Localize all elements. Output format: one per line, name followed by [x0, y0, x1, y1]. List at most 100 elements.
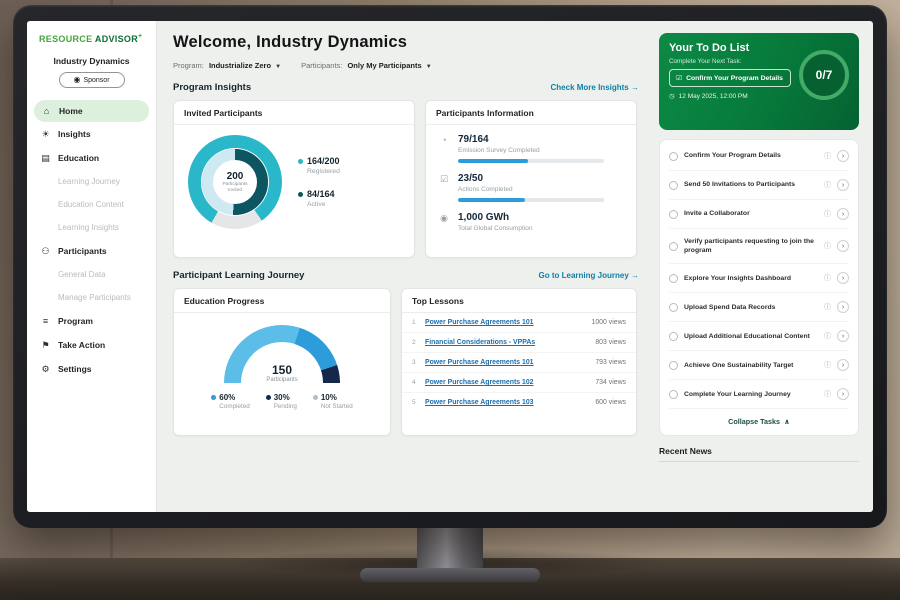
task-checkbox[interactable] [669, 151, 678, 161]
sidebar-item-learning-insights[interactable]: Learning Insights [27, 216, 156, 239]
chevron-right-icon[interactable]: › [837, 240, 849, 253]
task-row[interactable]: Invite a Collaborator ⓘ › [669, 200, 849, 229]
sidebar-item-label: Education [58, 153, 100, 163]
chevron-up-icon: ∧ [783, 417, 790, 427]
sidebar-item-program[interactable]: ≡ Program [27, 309, 156, 333]
task-row[interactable]: Achieve One Sustainability Target ⓘ › [669, 351, 849, 381]
sidebar-item-home[interactable]: ⌂ Home [34, 100, 149, 122]
lesson-views: 793 views [595, 359, 626, 366]
task-row[interactable]: Complete Your Learning Journey ⓘ › [669, 380, 849, 410]
info-icon[interactable]: ⓘ [824, 153, 831, 160]
task-checkbox[interactable] [669, 273, 678, 283]
chevron-right-icon[interactable]: › [837, 330, 849, 343]
info-icon[interactable]: ⓘ [824, 391, 831, 399]
task-checkbox[interactable] [669, 389, 678, 399]
learning-journey-header: Participant Learning Journey Go to Learn… [173, 270, 639, 281]
info-icon[interactable]: ⓘ [824, 182, 831, 189]
participants-information-card: Participants Information ◔ 79/164 Emissi… [425, 100, 637, 258]
info-icon[interactable]: ⓘ [824, 211, 831, 218]
lesson-link[interactable]: Power Purchase Agreements 103 [425, 399, 534, 406]
lesson-link[interactable]: Financial Considerations - VPPAs [425, 339, 536, 346]
task-checkbox[interactable] [669, 331, 678, 341]
task-row[interactable]: Send 50 Invitations to Participants ⓘ › [669, 171, 849, 200]
info-icon[interactable]: ⓘ [824, 243, 831, 251]
task-row[interactable]: Confirm Your Program Details ⓘ › [669, 142, 849, 171]
sidebar-item-learning-journey[interactable]: Learning Journey [27, 170, 156, 193]
sponsor-label: Sponsor [83, 76, 110, 84]
link-text: Check More Insights [550, 83, 629, 92]
top-lessons-card: Top Lessons 1 Power Purchase Agreements … [401, 288, 637, 436]
filter-bar: Program: Industrialize Zero ▼ Participan… [173, 61, 639, 70]
sidebar-item-participants[interactable]: ⚇ Participants [27, 239, 156, 263]
chevron-right-icon[interactable]: › [837, 179, 849, 191]
not-started-dot [312, 395, 318, 400]
task-checkbox[interactable] [669, 302, 678, 312]
chevron-right-icon[interactable]: › [837, 301, 849, 314]
lesson-views: 734 views [595, 379, 626, 386]
pending-label: Pending [273, 403, 297, 410]
take-action-icon: ⚑ [41, 339, 50, 350]
not-started-label: Not Started [320, 403, 353, 410]
app-logo[interactable]: RESOURCE ADVISOR+ [27, 33, 156, 44]
participants-filter[interactable]: Participants: Only My Participants ▼ [301, 61, 432, 70]
sidebar-item-label: Manage Participants [58, 293, 131, 302]
chevron-right-icon[interactable]: › [837, 208, 849, 220]
program-insights-header: Program Insights Check More Insights → [173, 82, 639, 93]
task-label: Invite a Collaborator [684, 210, 750, 218]
task-row[interactable]: Explore Your Insights Dashboard ⓘ › [669, 264, 849, 294]
sidebar-item-education[interactable]: ▤ Education [27, 146, 156, 170]
todo-next-task[interactable]: ☑ Confirm Your Program Details [669, 69, 791, 87]
task-row[interactable]: Upload Spend Data Records ⓘ › [669, 293, 849, 323]
progress-fill [458, 198, 526, 202]
task-checkbox[interactable] [669, 360, 678, 370]
chevron-right-icon[interactable]: › [837, 150, 849, 162]
registered-label: Registered [307, 168, 340, 175]
progress-fill [458, 159, 529, 163]
todo-progress-value: 0/7 [815, 68, 833, 82]
lesson-views: 600 views [595, 399, 626, 406]
education-progress-card: Education Progress 150 Participants 60 [173, 288, 391, 436]
lesson-row: 3 Power Purchase Agreements 101 793 view… [402, 353, 636, 373]
todo-due: ◷ 12 May 2025, 12:00 PM [669, 92, 791, 101]
sponsor-badge[interactable]: ◉ Sponsor [58, 72, 125, 88]
sidebar-item-general-data[interactable]: General Data [27, 263, 156, 286]
chevron-right-icon[interactable]: › [837, 359, 849, 372]
todo-hero-card: Your To Do List Complete Your Next Task:… [659, 33, 859, 130]
task-row[interactable]: Verify participants requesting to join t… [669, 229, 849, 265]
sidebar-item-manage-participants[interactable]: Manage Participants [27, 286, 156, 309]
lesson-link[interactable]: Power Purchase Agreements 101 [425, 319, 534, 326]
lesson-row: 1 Power Purchase Agreements 101 1000 vie… [402, 313, 636, 333]
task-checkbox[interactable] [669, 209, 678, 219]
task-row[interactable]: Upload Additional Educational Content ⓘ … [669, 322, 849, 352]
actions-completed-label: Actions Completed [458, 186, 513, 193]
sidebar-item-insights[interactable]: ☀ Insights [27, 122, 156, 146]
registered-value: 164/200 [307, 156, 340, 166]
lesson-link[interactable]: Power Purchase Agreements 102 [425, 379, 534, 386]
sidebar: RESOURCE ADVISOR+ Industry Dynamics ◉ Sp… [27, 21, 157, 512]
consumption-value: 1,000 GWh [458, 212, 510, 223]
task-checkbox[interactable] [669, 180, 678, 190]
task-label: Explore Your Insights Dashboard [684, 274, 792, 282]
info-icon[interactable]: ⓘ [824, 275, 831, 283]
monitor-stand-neck [417, 524, 483, 576]
info-icon[interactable]: ⓘ [824, 362, 831, 370]
insights-cards-row: Invited Participants 200 Participants In… [173, 100, 639, 258]
sidebar-item-education-content[interactable]: Education Content [27, 193, 156, 216]
go-to-learning-journey-link[interactable]: Go to Learning Journey → [539, 271, 639, 280]
program-filter[interactable]: Program: Industrialize Zero ▼ [173, 61, 281, 70]
collapse-tasks-button[interactable]: Collapse Tasks ∧ [669, 409, 849, 430]
chevron-right-icon[interactable]: › [837, 388, 849, 401]
lesson-link[interactable]: Power Purchase Agreements 101 [425, 359, 534, 366]
chevron-right-icon[interactable]: › [837, 272, 849, 285]
sidebar-item-settings[interactable]: ⚙ Settings [27, 357, 156, 381]
info-icon[interactable]: ⓘ [824, 304, 831, 312]
emission-survey-label: Emission Survey Completed [458, 147, 540, 154]
info-icon[interactable]: ⓘ [824, 333, 831, 341]
sidebar-item-take-action[interactable]: ⚑ Take Action [27, 333, 156, 357]
emission-survey-row: ◔ 79/164 Emission Survey Completed [438, 134, 624, 163]
lesson-rank: 1 [412, 319, 416, 326]
task-checkbox[interactable] [669, 241, 678, 251]
check-more-insights-link[interactable]: Check More Insights → [551, 83, 639, 92]
page-title: Welcome, Industry Dynamics [173, 33, 408, 51]
learning-cards-row: Education Progress 150 Participants 60 [173, 288, 639, 436]
